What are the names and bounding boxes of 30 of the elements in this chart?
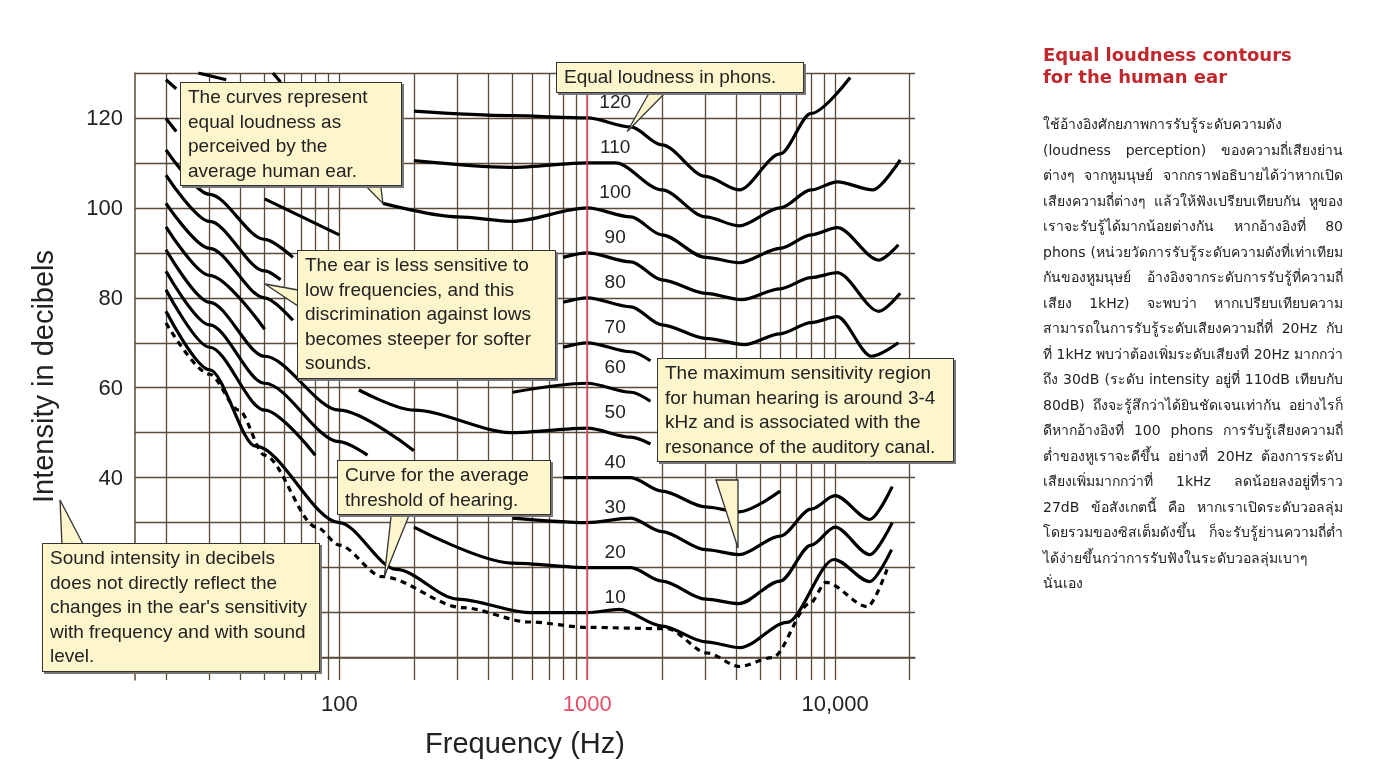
series-label: 20 [604,540,626,563]
annotation: Curve for the average threshold of hearing. [337,460,551,515]
x-tick-label: 1000 [562,690,612,716]
y-tick-label: 60 [98,375,123,401]
annotation: The ear is less sensitive to low frequencies, and this discrimination against lows becomes steeper for softer sounds. [297,250,556,379]
y-axis-title: Intensity in decibels [26,249,59,504]
annotation: The maximum sensitivity region for human hearing is around 3-4 kHz and is associated with the resonance of the auditory canal. [657,358,954,462]
series-label: 70 [604,315,626,338]
y-tick-label: 80 [98,285,123,311]
x-tick-label: 10,000 [801,690,869,716]
series-label: 10 [604,585,626,608]
x-tick-label: 100 [320,690,358,716]
series-label: 40 [604,450,626,473]
y-tick-label: 40 [98,465,123,491]
x-axis-title: Frequency (Hz) [425,726,625,759]
series-label: 90 [604,225,626,248]
series-label: 60 [604,356,626,379]
y-tick-label: 100 [86,195,123,221]
annotation: Sound intensity in decibels does not directly reflect the changes in the ear's sensitivity with frequency and with sound level. [42,543,320,672]
text: ใช้อ้างอิงศักยภาพการรับรู้ระดับความดัง (loudness perception) ของความถี่เสียงย่านต่างๆ จากหูมนุษย์ จากกราฟอธิบายได้ว่าหากเปิดเสียงความถี่ต่างๆ แล้วให้ฟังเปรียบเทียบกัน หูของเราจะรับรู้ได้มากน้อยต่างกัน หากอ้างอิงที่ 80 phons (หน่วยวัดการรับรู้ระดับความดังที่เท่าเทียมกันของหูมนุษย์ อ้างอิงจากระดับการรับรู้ที่ความถี่เสียง 1kHz) จะพบว่า หากเปรียบเทียบความสามารถในการรับรู้ระดับเสียงความถี่ที่ 20Hz กับที่ 1kHz พบว่าต้องเพิ่มระดับเสียงที่ 20Hz มากกว่าถึง 30dB (ระดับ intensity อยู่ที่ 110dB เทียบกับ 80dB) ถึงจะรู้สึกว่าได้ยินชัดเจนเท่ากัน อย่างไรก็ดีหากอ้างอิงที่ 100 phons การรับรู้เสียงความถี่ต่ำของหูเราจะดีขึ้น อย่างที่ 20Hz ต้องการระดับเสียงเพิ่มมากกว่าที่ 1kHz ลดน้อยลงอยู่ที่ราว 27dB ข้อสังเกตนี้ คือ หากเราเปิดระดับวอลลุ่มโดยรวมของซิสเต็มดังขึ้น ก็จะรับรู้ย่านความถี่ต่ำได้ง่ายขึ้นกว่าการรับฟังในระดับวอลลุ่มเบาๆ นั่นเอง [1043,116,1343,591]
annotation: Equal loudness in phons. [556,62,804,93]
text: Equal loudness contours for the human ear [1043,44,1293,88]
series-label: 120 [599,90,632,113]
series-label: 100 [599,180,632,203]
series-label: 80 [604,270,626,293]
series-label: 50 [604,401,626,424]
series-label: 30 [604,495,626,518]
series-label: 110 [600,135,631,158]
y-tick-label: 120 [86,105,123,131]
annotation: The curves represent equal loudness as perceived by the average human ear. [180,82,402,186]
